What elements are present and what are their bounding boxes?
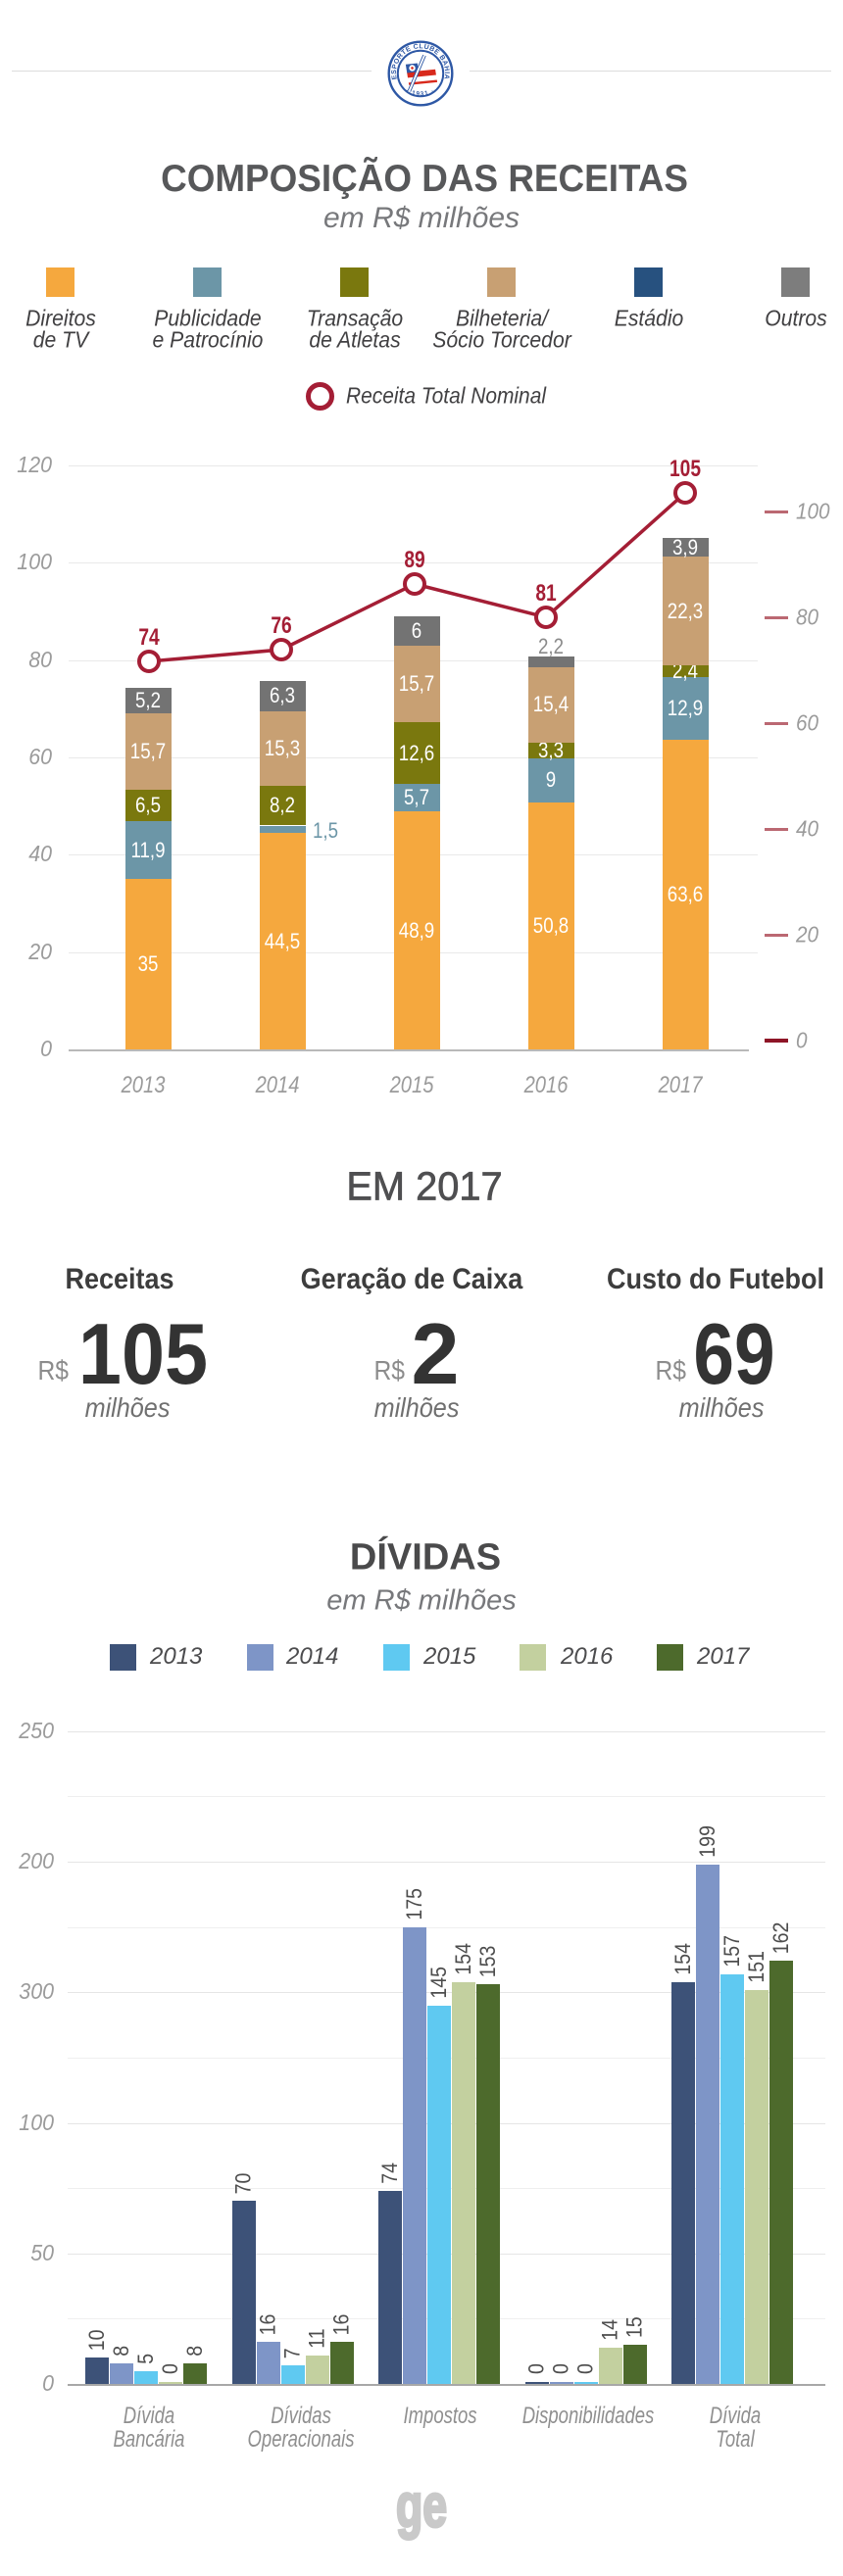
svg-text:199: 199: [696, 1825, 719, 1858]
svg-text:175: 175: [403, 1888, 426, 1920]
svg-text:154: 154: [452, 1943, 475, 1975]
svg-text:0: 0: [549, 2363, 572, 2374]
svg-text:0: 0: [524, 2363, 548, 2374]
svg-text:70: 70: [231, 2173, 255, 2195]
svg-text:151: 151: [745, 1951, 769, 1983]
svg-text:10: 10: [85, 2330, 109, 2352]
svg-text:0: 0: [159, 2363, 182, 2374]
svg-text:16: 16: [256, 2314, 279, 2336]
svg-text:153: 153: [476, 1946, 500, 1978]
svg-text:14: 14: [598, 2319, 621, 2341]
svg-text:154: 154: [671, 1943, 695, 1975]
svg-text:145: 145: [427, 1967, 451, 1999]
svg-text:8: 8: [110, 2346, 133, 2357]
svg-text:16: 16: [329, 2314, 353, 2336]
svg-text:5: 5: [134, 2354, 158, 2364]
svg-text:157: 157: [720, 1935, 744, 1968]
svg-text:· 1931 ·: · 1931 ·: [405, 87, 436, 97]
svg-text:0: 0: [573, 2363, 597, 2374]
svg-text:7: 7: [280, 2348, 304, 2358]
svg-text:8: 8: [183, 2346, 207, 2357]
svg-text:11: 11: [305, 2328, 328, 2348]
svg-text:74: 74: [378, 2163, 402, 2184]
svg-text:162: 162: [769, 1922, 793, 1955]
svg-text:15: 15: [622, 2316, 646, 2338]
